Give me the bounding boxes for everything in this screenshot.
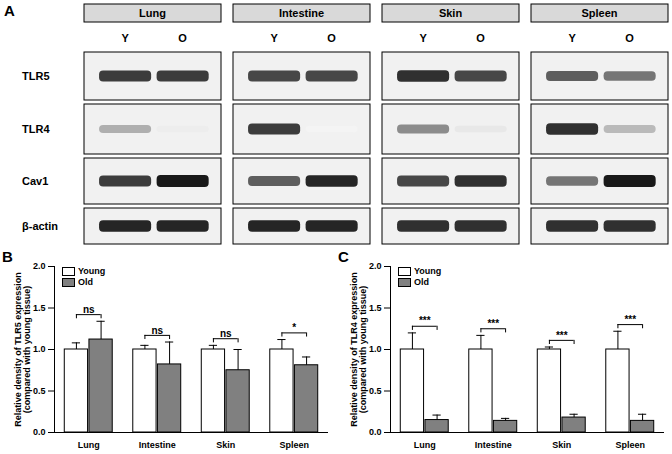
svg-text:Cav1: Cav1 [22,175,48,187]
svg-text:***: *** [419,315,431,326]
svg-text:Relative density of TLR4 expre: Relative density of TLR4 expression(comp… [349,272,368,427]
svg-text:TLR5: TLR5 [22,70,50,82]
svg-text:1.5: 1.5 [33,303,46,313]
svg-text:Y: Y [270,32,278,44]
svg-text:0.5: 0.5 [369,386,382,396]
svg-text:Skin: Skin [439,7,463,19]
html-text:Old: Old [78,277,93,287]
svg-text:0.0: 0.0 [33,427,46,437]
html-text:Young: Young [414,266,442,276]
html-text:B: B [2,248,13,265]
svg-text:ns: ns [151,325,163,336]
svg-text:O: O [625,32,634,44]
svg-text:ns: ns [220,328,232,339]
svg-text:1.0: 1.0 [33,344,46,354]
svg-text:Lung: Lung [78,440,100,450]
svg-text:O: O [327,32,336,44]
svg-text:β-actin: β-actin [22,220,58,232]
svg-text:Relative density of TLR5 expre: Relative density of TLR5 expression(comp… [13,272,32,427]
svg-text:0.5: 0.5 [33,386,46,396]
svg-text:2.0: 2.0 [369,261,382,271]
svg-text:Spleen: Spleen [615,440,645,450]
svg-text:Skin: Skin [216,440,235,450]
svg-text:Spleen: Spleen [581,7,617,19]
svg-text:ns: ns [83,304,95,315]
svg-text:Intestine: Intestine [279,7,324,19]
svg-text:Skin: Skin [552,440,571,450]
svg-text:Lung: Lung [139,7,166,19]
svg-text:O: O [476,32,485,44]
svg-text:1.5: 1.5 [369,303,382,313]
svg-text:0.0: 0.0 [369,427,382,437]
html-text:C: C [338,248,349,265]
svg-text:O: O [178,32,187,44]
svg-text:Intestine: Intestine [475,440,512,450]
svg-text:Y: Y [121,32,129,44]
svg-text:***: *** [556,330,568,341]
html-text:Young: Young [78,266,106,276]
html-text:Old: Old [414,277,429,287]
svg-text:1.0: 1.0 [369,344,382,354]
svg-text:TLR4: TLR4 [22,123,50,135]
svg-text:***: *** [487,318,499,329]
svg-text:***: *** [624,314,636,325]
svg-text:*: * [292,322,296,333]
svg-text:Intestine: Intestine [139,440,176,450]
svg-text:A: A [4,2,15,19]
svg-text:Y: Y [568,32,576,44]
svg-text:Y: Y [419,32,427,44]
svg-text:Spleen: Spleen [279,440,309,450]
svg-text:2.0: 2.0 [33,261,46,271]
svg-text:Lung: Lung [414,440,436,450]
